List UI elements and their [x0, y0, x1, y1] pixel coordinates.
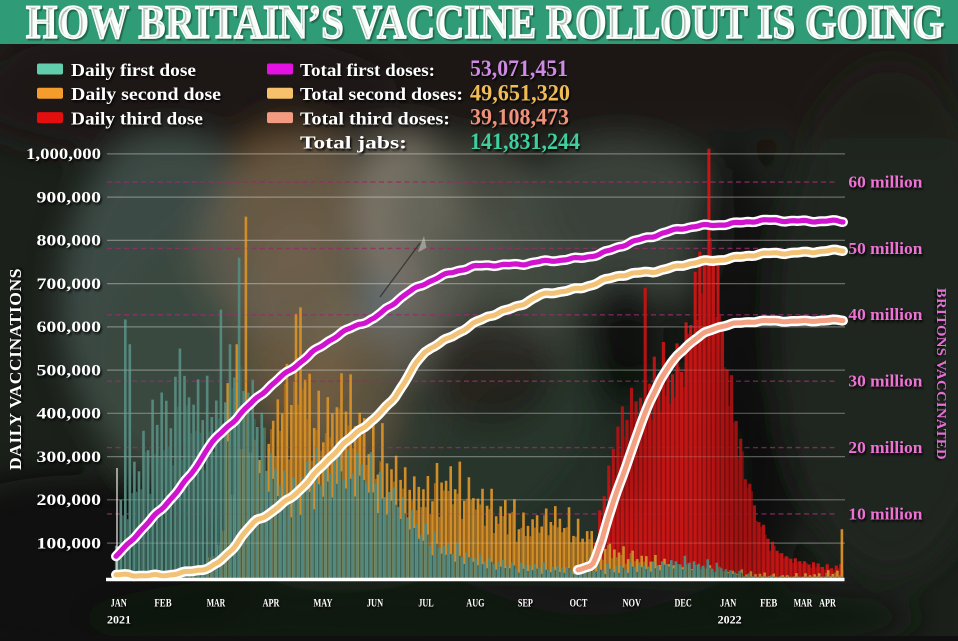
svg-text:SEP: SEP: [518, 598, 533, 610]
svg-text:AUG: AUG: [466, 598, 484, 610]
svg-text:53,071,451: 53,071,451: [470, 56, 568, 81]
svg-text:800,000: 800,000: [37, 233, 102, 250]
svg-text:40 million: 40 million: [848, 305, 922, 324]
svg-text:Total third doses:: Total third doses:: [300, 108, 450, 128]
svg-text:39,108,473: 39,108,473: [470, 105, 569, 130]
svg-text:JAN: JAN: [111, 598, 128, 610]
svg-text:FEB: FEB: [154, 598, 171, 610]
svg-text:Total first doses:: Total first doses:: [300, 60, 435, 80]
svg-text:2021: 2021: [107, 613, 131, 627]
svg-text:JUL: JUL: [418, 598, 434, 610]
svg-text:60 million: 60 million: [848, 173, 922, 192]
svg-text:700,000: 700,000: [37, 276, 102, 293]
svg-text:Total second doses:: Total second doses:: [300, 84, 463, 104]
svg-text:141,831,244: 141,831,244: [470, 129, 580, 154]
svg-text:400,000: 400,000: [37, 406, 102, 423]
svg-text:MAR: MAR: [794, 598, 813, 610]
svg-text:BRITONS VACCINATED: BRITONS VACCINATED: [934, 288, 949, 460]
svg-text:Daily second dose: Daily second dose: [71, 84, 221, 104]
svg-text:MAY: MAY: [314, 598, 333, 610]
svg-text:30 million: 30 million: [848, 372, 922, 391]
svg-text:1,000,000: 1,000,000: [26, 146, 101, 163]
svg-text:20 million: 20 million: [848, 438, 922, 457]
svg-text:49,651,320: 49,651,320: [470, 80, 570, 105]
svg-text:DAILY VACCINATIONS: DAILY VACCINATIONS: [6, 268, 25, 470]
svg-text:50 million: 50 million: [848, 239, 922, 258]
svg-text:MAR: MAR: [207, 598, 226, 610]
svg-text:Total jabs:: Total jabs:: [300, 133, 407, 153]
svg-text:APR: APR: [819, 598, 836, 610]
svg-text:10 million: 10 million: [848, 504, 922, 523]
svg-text:2022: 2022: [718, 613, 742, 627]
svg-text:JAN: JAN: [720, 598, 737, 610]
svg-text:600,000: 600,000: [37, 319, 102, 336]
svg-text:200,000: 200,000: [37, 492, 102, 509]
svg-text:900,000: 900,000: [37, 189, 102, 206]
svg-text:APR: APR: [263, 598, 280, 610]
svg-text:Daily third dose: Daily third dose: [71, 108, 203, 128]
svg-text:Daily first dose: Daily first dose: [71, 60, 196, 80]
svg-text:OCT: OCT: [570, 598, 588, 610]
svg-text:DEC: DEC: [675, 598, 692, 610]
svg-text:JUN: JUN: [367, 598, 384, 610]
svg-text:500,000: 500,000: [37, 362, 102, 379]
svg-text:300,000: 300,000: [37, 449, 102, 466]
svg-text:100,000: 100,000: [37, 535, 102, 552]
svg-text:FEB: FEB: [760, 598, 777, 610]
svg-text:NOV: NOV: [623, 598, 642, 610]
svg-text:HOW BRITAIN’S VACCINE ROLLOUT: HOW BRITAIN’S VACCINE ROLLOUT IS GOING: [26, 0, 944, 49]
